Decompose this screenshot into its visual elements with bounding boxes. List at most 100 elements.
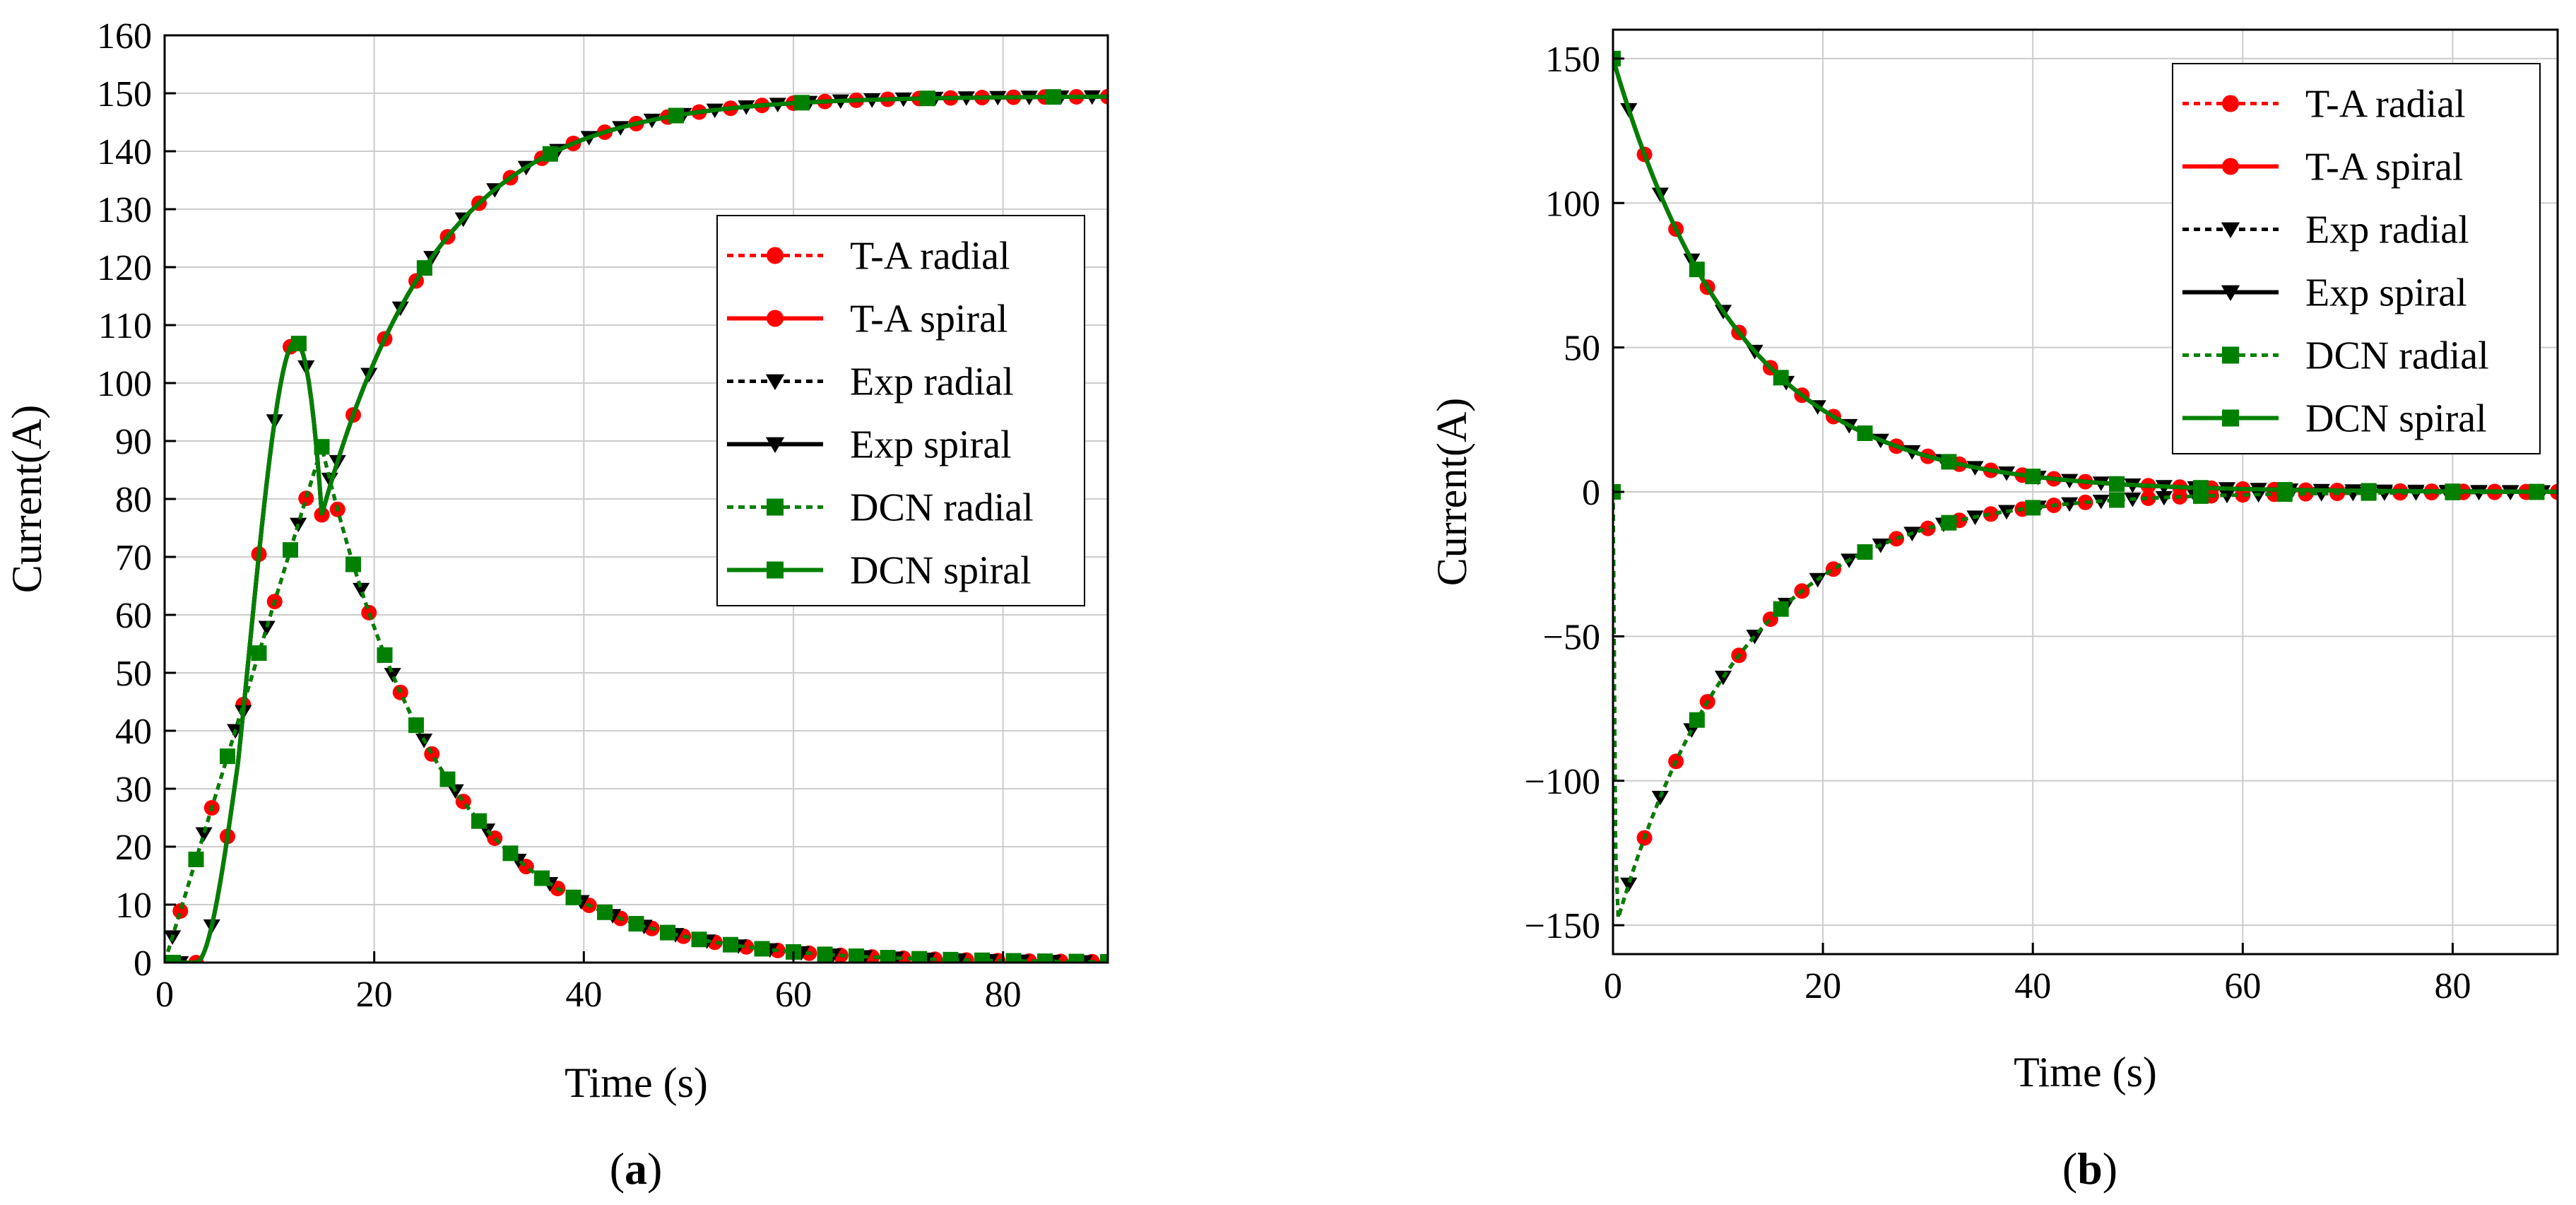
data-point <box>298 490 314 507</box>
legend-marker <box>2221 285 2240 302</box>
legend-entry: T-A radial <box>2182 83 2466 127</box>
data-point <box>2109 492 2125 508</box>
data-point <box>1068 953 1085 963</box>
data-point <box>919 90 935 107</box>
panel-label-b-open: ( <box>2062 1144 2077 1194</box>
data-point <box>1620 877 1638 893</box>
legend-label: DCN radial <box>850 486 1034 530</box>
legend-entry: T-A spiral <box>2182 146 2463 189</box>
legend-entry: T-A radial <box>727 235 1010 278</box>
y-tick-label: 70 <box>115 538 152 578</box>
y-tick-label: 120 <box>97 248 152 288</box>
data-point <box>1941 515 1957 531</box>
legend-marker <box>765 374 785 391</box>
x-axis-label-b: Time (s) <box>2014 1049 2157 1095</box>
chart-panel-b: 0 20 40 60 80 −150 −100 −50 0 50 100 150 Time (s) C… <box>1429 28 2559 1194</box>
y-tick-label: 100 <box>1545 184 1600 224</box>
data-point <box>377 647 393 663</box>
data-point <box>195 827 213 842</box>
panel-label-a-open: ( <box>610 1144 625 1194</box>
x-tick-label: 20 <box>1804 966 1841 1006</box>
x-tick-label: 40 <box>565 975 602 1015</box>
legend-b: T-A radial T-A spiral Exp radial Exp spiral… <box>2172 63 2541 454</box>
y-tick-label: 100 <box>97 364 152 404</box>
y-tick-label: 80 <box>115 480 152 520</box>
x-axis-label-a: Time (s) <box>565 1059 708 1106</box>
legend-label: T-A radial <box>850 235 1010 278</box>
ticks-a: 0 20 40 60 80 0 10 20 30 40 50 60 70 80 90 100 110 120 130… <box>97 16 1022 1015</box>
plot-area <box>165 88 1108 963</box>
panel-label-b-close: ) <box>2103 1144 2117 1194</box>
data-point <box>1773 601 1789 617</box>
legend-marker <box>767 247 784 264</box>
data-point <box>1983 506 1999 522</box>
data-point <box>416 260 432 276</box>
x-tick-label: 60 <box>775 975 812 1015</box>
data-point <box>1100 953 1108 963</box>
y-tick-label: 130 <box>97 190 152 230</box>
y-axis-label-a: Current(A) <box>4 405 50 594</box>
data-point <box>172 903 189 919</box>
legend-label: T-A spiral <box>2305 146 2463 189</box>
legend-marker <box>767 310 784 327</box>
series-dcn-spiral <box>165 89 1108 963</box>
legend-marker <box>765 437 785 454</box>
data-point <box>565 889 581 905</box>
data-point <box>597 904 613 920</box>
y-tick-label: 50 <box>115 654 152 694</box>
legend-entry: DCN radial <box>727 486 1034 530</box>
data-point <box>754 941 770 957</box>
x-tick-label: 20 <box>356 975 393 1015</box>
data-point <box>345 556 361 572</box>
data-point <box>723 936 738 953</box>
data-point <box>251 645 267 662</box>
series-layer-a <box>165 88 1108 963</box>
data-point <box>1920 520 1936 536</box>
y-tick-label: 30 <box>115 770 152 810</box>
legend-entry: Exp radial <box>2182 208 2469 252</box>
y-tick-label: 150 <box>97 74 152 114</box>
legend-label: Exp spiral <box>850 423 1012 467</box>
y-axis-label-b: Current(A) <box>1429 398 1475 587</box>
data-point <box>361 604 377 621</box>
legend-entry: DCN spiral <box>2182 397 2487 441</box>
legend-label: Exp radial <box>2305 208 2469 252</box>
data-point <box>447 784 464 799</box>
data-point <box>2061 497 2079 512</box>
legend-marker <box>2221 222 2240 239</box>
data-point <box>1857 425 1873 442</box>
data-point <box>2276 482 2293 498</box>
data-point <box>668 107 684 124</box>
data-point <box>1941 454 1957 470</box>
data-point <box>1689 261 1705 278</box>
legend-entry: Exp spiral <box>727 423 1012 467</box>
data-point <box>1889 531 1905 547</box>
chart-panel-a: 0 20 40 60 80 0 10 20 30 40 50 60 70 80 90 100 110 120 130… <box>4 16 1109 1194</box>
x-tick-label: 60 <box>2224 966 2261 1006</box>
data-point <box>534 870 550 886</box>
data-point <box>283 542 298 558</box>
y-tick-label: 50 <box>1564 329 1600 369</box>
y-tick-label: 110 <box>98 306 152 346</box>
data-point <box>628 916 644 932</box>
x-tick-label: 0 <box>1604 966 1622 1006</box>
data-point <box>2192 480 2209 496</box>
legend-entry: Exp radial <box>727 360 1014 404</box>
y-tick-label: 20 <box>115 828 152 868</box>
y-tick-label: 10 <box>115 886 152 926</box>
y-tick-label: 0 <box>134 944 152 984</box>
panel-label-a-letter: a <box>625 1144 647 1194</box>
legend-label: DCN spiral <box>2305 397 2487 441</box>
legend-entry: DCN spiral <box>727 549 1032 593</box>
legend-entry: Exp spiral <box>2182 271 2467 315</box>
legend-box <box>716 215 1085 606</box>
legend-marker <box>2222 409 2239 427</box>
legend-a: T-A radial T-A spiral Exp radial Exp spiral… <box>716 215 1085 606</box>
y-tick-label: 0 <box>1582 473 1600 513</box>
panel-label-a-close: ) <box>647 1144 662 1194</box>
legend-label: DCN radial <box>2305 334 2489 378</box>
data-point <box>290 336 307 352</box>
y-tick-label: −100 <box>1525 762 1600 802</box>
